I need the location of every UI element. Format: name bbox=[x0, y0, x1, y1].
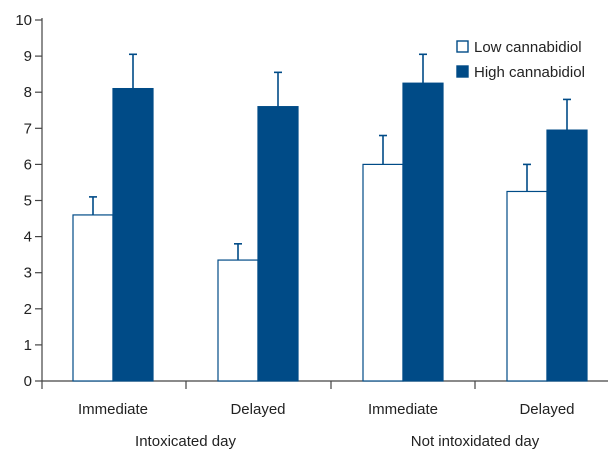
bar-high-cannabidiol bbox=[546, 129, 588, 382]
y-tick-label: 0 bbox=[24, 373, 32, 390]
legend-swatch-high bbox=[456, 65, 469, 78]
axes: 0 1 2 3 4 5 6 7 8 9 10 Immediate Delayed Immediate Del… bbox=[15, 12, 608, 450]
bar-high-cannabidiol bbox=[257, 106, 299, 382]
legend-swatch-low bbox=[456, 40, 469, 53]
bar-low-cannabidiol bbox=[362, 163, 404, 382]
x-category-label: Immediate bbox=[368, 401, 438, 418]
y-tick-label: 7 bbox=[24, 120, 32, 137]
x-category-label: Immediate bbox=[78, 401, 148, 418]
x-category-label: Delayed bbox=[230, 401, 285, 418]
bar-high-cannabidiol bbox=[112, 87, 154, 382]
y-tick-label: 10 bbox=[15, 12, 32, 29]
x-group-label: Intoxicated day bbox=[135, 433, 236, 450]
legend: Low cannabidiol High cannabidiol bbox=[456, 39, 585, 81]
x-category-label: Delayed bbox=[519, 401, 574, 418]
legend-label: High cannabidiol bbox=[474, 64, 585, 81]
y-tick-label: 8 bbox=[24, 84, 32, 101]
y-tick-label: 4 bbox=[24, 229, 32, 246]
bar-high-cannabidiol bbox=[402, 82, 444, 382]
y-tick-label: 2 bbox=[24, 301, 32, 318]
x-group-label: Not intoxidated day bbox=[411, 433, 540, 450]
bar-low-cannabidiol bbox=[217, 259, 259, 382]
y-tick-label: 1 bbox=[24, 337, 32, 354]
y-tick-label: 5 bbox=[24, 193, 32, 210]
y-tick-label: 3 bbox=[24, 265, 32, 282]
y-tick-label: 6 bbox=[24, 156, 32, 173]
bars bbox=[72, 53, 588, 382]
y-tick-label: 9 bbox=[24, 48, 32, 65]
legend-label: Low cannabidiol bbox=[474, 39, 582, 56]
bar-low-cannabidiol bbox=[72, 214, 114, 382]
bar-low-cannabidiol bbox=[506, 190, 548, 382]
